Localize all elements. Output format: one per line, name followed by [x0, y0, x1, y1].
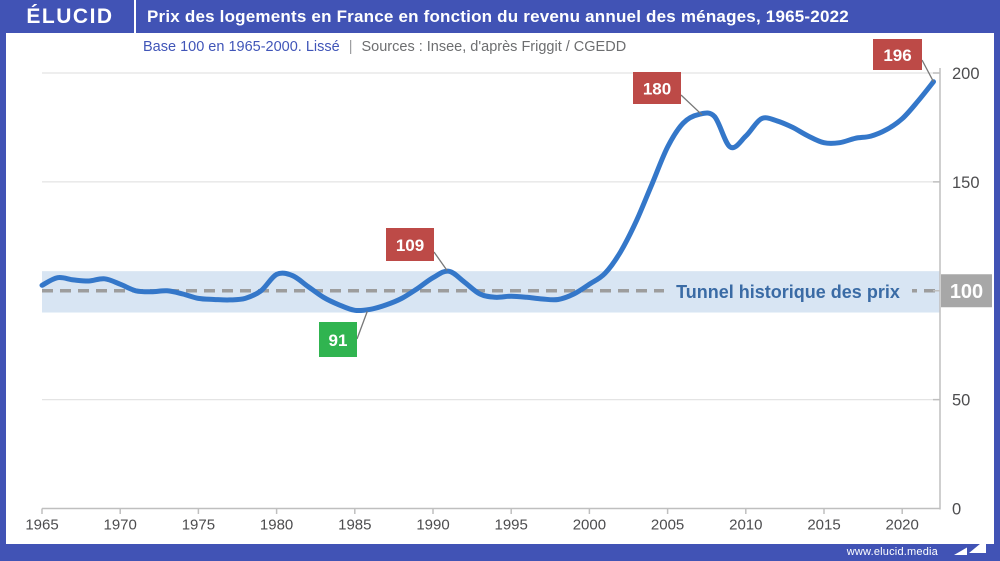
x-tick-label-1985: 1985 — [338, 517, 371, 534]
y-100-badge — [941, 274, 992, 308]
annotation-badge-180 — [633, 72, 681, 104]
elucid-logo: ÉLUCID — [26, 5, 114, 28]
footer-bar: www.elucid.media — [0, 544, 1000, 561]
left-border — [0, 0, 6, 561]
y-tick-label-50: 50 — [952, 392, 970, 410]
x-tick-label-2015: 2015 — [807, 517, 840, 534]
elucid-arrow-icon — [954, 539, 986, 555]
annotation-badge-91 — [319, 322, 357, 357]
subtitle-base-label: Base 100 en 1965-2000. Lissé — [143, 38, 340, 55]
x-tick-label-2005: 2005 — [651, 517, 684, 534]
x-tick-label-1995: 1995 — [495, 517, 528, 534]
page-title: Prix des logements en France en fonction… — [147, 7, 849, 26]
annotation-label-109: 109 — [396, 236, 424, 255]
annotation-label-91: 91 — [329, 331, 348, 350]
right-border — [994, 0, 1000, 561]
header-separator — [134, 0, 136, 33]
x-tick-label-1980: 1980 — [260, 517, 293, 534]
annotation-badge-109 — [386, 228, 434, 261]
x-tick-label-2020: 2020 — [886, 517, 919, 534]
price-line — [39, 79, 936, 314]
y-100-badge-label: 100 — [950, 281, 983, 303]
x-tick-label-2000: 2000 — [573, 517, 606, 534]
x-tick-label-1990: 1990 — [416, 517, 449, 534]
subtitle-separator: | — [348, 38, 353, 55]
annotation-label-180: 180 — [643, 80, 671, 99]
x-tick-label-1970: 1970 — [104, 517, 137, 534]
tunnel-label: Tunnel historique des prix — [676, 282, 900, 302]
annotation-callout-91 — [356, 310, 368, 340]
annotation-callout-109 — [433, 251, 448, 271]
header-bar: ÉLUCID Prix des logements en France en f… — [0, 0, 1000, 33]
tunnel-label-backing — [664, 274, 912, 307]
annotation-callout-180 — [680, 94, 703, 116]
x-tick-label-1975: 1975 — [182, 517, 215, 534]
x-tick-label-2010: 2010 — [729, 517, 762, 534]
annotation-callout-196 — [921, 59, 935, 83]
annotation-label-196: 196 — [883, 46, 911, 65]
footer-url[interactable]: www.elucid.media — [846, 546, 938, 558]
y-tick-label-150: 150 — [952, 174, 980, 192]
y-tick-label-0: 0 — [952, 501, 961, 519]
x-tick-label-1965: 1965 — [25, 517, 58, 534]
subtitle-row: Base 100 en 1965-2000. Lissé | Sources :… — [143, 33, 626, 60]
annotation-badge-196 — [873, 39, 922, 70]
subtitle-sources: Sources : Insee, d'après Friggit / CGEDD — [361, 38, 627, 55]
y-tick-label-200: 200 — [952, 65, 980, 83]
